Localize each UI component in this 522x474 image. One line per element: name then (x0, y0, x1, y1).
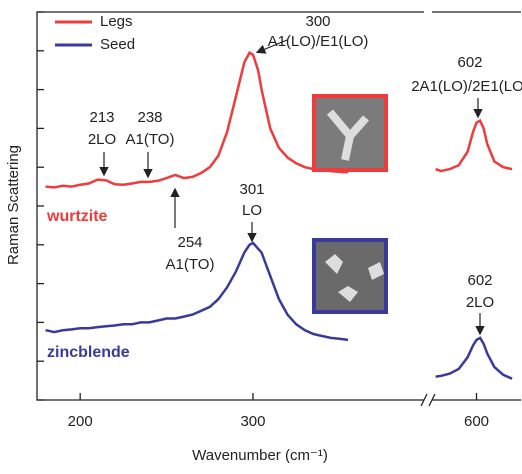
legend-label: Seed (100, 36, 135, 53)
x-tick-label: 600 (464, 413, 489, 430)
annotation: LO (242, 202, 262, 219)
annotation: 602 (467, 272, 492, 289)
axis-frame (37, 12, 424, 400)
annotation: 213 (89, 109, 114, 126)
phase-label: zincblende (47, 344, 130, 361)
annotation: A1(TO) (126, 131, 175, 148)
annotation: 254 (177, 234, 202, 251)
annotation: 2A1(LO)/2E1(LO) (411, 78, 522, 95)
x-tick-label: 200 (68, 413, 93, 430)
annotation: 238 (137, 109, 162, 126)
spectrum (436, 338, 512, 379)
chart: Wavenumber (cm⁻¹) Raman Scattering 200 30… (0, 0, 522, 469)
annotation: 2LO (466, 294, 494, 311)
annotation: 2LO (88, 131, 116, 148)
y-axis-label: Raman Scattering (5, 145, 22, 265)
x-axis-label: Wavenumber (cm⁻¹) (192, 447, 328, 464)
x-tick-label: 300 (240, 413, 265, 430)
annotation: 301 (239, 181, 264, 198)
phase-label: wurtzite (46, 208, 108, 225)
annotation: A1(TO) (166, 256, 215, 273)
annotation: 602 (457, 54, 482, 71)
annotation: 300 (305, 13, 330, 30)
legend-label: Legs (100, 13, 133, 30)
spectrum (436, 121, 512, 172)
